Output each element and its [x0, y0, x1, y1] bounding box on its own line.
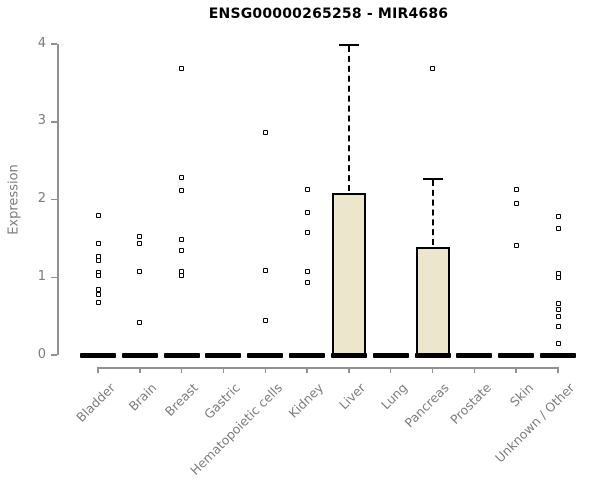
y-tick	[51, 121, 57, 123]
outlier-point	[137, 319, 143, 325]
chart-title: ENSG00000265258 - MIR4686	[208, 6, 449, 22]
outlier-point	[555, 214, 561, 220]
x-tick-label: Lung	[378, 380, 411, 413]
outlier-point	[179, 175, 185, 181]
y-tick-label: 4	[37, 35, 46, 51]
median-bar	[540, 352, 577, 358]
y-tick	[51, 198, 57, 201]
outlier-point	[95, 253, 101, 259]
y-tick	[51, 354, 57, 356]
outlier-point	[304, 280, 310, 286]
outlier-point	[555, 274, 561, 280]
x-tick	[139, 367, 141, 373]
x-tick	[389, 367, 392, 373]
x-tick-label: Unknown / Other	[492, 380, 578, 466]
outlier-point	[304, 268, 310, 274]
x-tick	[264, 367, 267, 373]
x-tick-label: Pancreas	[401, 380, 453, 431]
x-tick	[180, 367, 183, 373]
box	[415, 246, 450, 357]
whisker	[347, 46, 350, 192]
y-tick	[51, 276, 57, 278]
x-tick	[473, 367, 476, 373]
outlier-point	[95, 287, 101, 293]
outlier-point	[179, 188, 185, 194]
outlier-point	[137, 240, 143, 246]
outlier-point	[555, 301, 561, 307]
outlier-point	[304, 229, 310, 235]
outlier-point	[262, 318, 268, 324]
x-tick	[557, 367, 559, 373]
x-tick-label: Liver	[336, 380, 369, 413]
outlier-point	[179, 273, 185, 279]
x-tick	[222, 367, 225, 373]
outlier-point	[95, 273, 101, 279]
outlier-point	[179, 237, 185, 243]
x-tick-label: Prostate	[446, 380, 494, 428]
x-tick-label: Breast	[162, 380, 202, 420]
whisker	[431, 179, 434, 245]
y-tick-label: 0	[37, 346, 46, 362]
y-tick-label: 3	[37, 113, 46, 129]
outlier-point	[95, 299, 101, 305]
x-tick	[97, 367, 99, 373]
whisker-cap	[338, 44, 359, 46]
outlier-point	[179, 65, 185, 71]
outlier-point	[304, 186, 310, 192]
outlier-point	[95, 212, 101, 218]
y-tick-label: 1	[37, 268, 46, 284]
outlier-point	[137, 234, 143, 240]
outlier-point	[430, 66, 436, 72]
x-tick-label: Kidney	[285, 380, 327, 421]
outlier-point	[513, 242, 519, 248]
outlier-point	[513, 200, 519, 206]
x-tick-label: Skin	[506, 380, 536, 410]
box	[331, 193, 366, 357]
outlier-point	[513, 186, 519, 192]
median-bar	[456, 352, 493, 358]
median-bar	[121, 352, 158, 358]
median-bar	[372, 352, 409, 358]
outlier-point	[137, 268, 143, 274]
outlier-point	[179, 248, 185, 254]
outlier-point	[555, 306, 561, 312]
x-tick-label: Bladder	[72, 380, 118, 425]
x-tick-label: Gastric	[201, 380, 244, 422]
outlier-point	[555, 225, 561, 231]
outlier-point	[95, 240, 101, 246]
y-tick-label: 2	[37, 191, 46, 206]
outlier-point	[95, 258, 101, 264]
y-axis-line	[57, 44, 59, 355]
median-bar	[163, 352, 200, 358]
outlier-point	[262, 267, 268, 273]
whisker-cap	[422, 177, 443, 180]
median-bar	[498, 352, 535, 358]
x-tick-label: Brain	[125, 380, 160, 414]
x-tick	[431, 367, 434, 373]
outlier-point	[555, 340, 561, 346]
median-bar	[205, 352, 242, 358]
median-bar	[80, 352, 116, 358]
median-bar	[330, 352, 367, 358]
x-tick	[348, 367, 350, 373]
y-tick	[51, 43, 57, 45]
outlier-point	[555, 323, 561, 329]
x-axis-line	[97, 367, 560, 369]
x-tick	[306, 367, 308, 373]
median-bar	[414, 352, 451, 358]
x-tick	[515, 367, 517, 373]
outlier-point	[304, 210, 310, 216]
outlier-point	[95, 291, 101, 297]
median-bar	[247, 352, 284, 358]
median-bar	[289, 352, 326, 358]
outlier-point	[555, 314, 561, 320]
outlier-point	[262, 130, 268, 136]
